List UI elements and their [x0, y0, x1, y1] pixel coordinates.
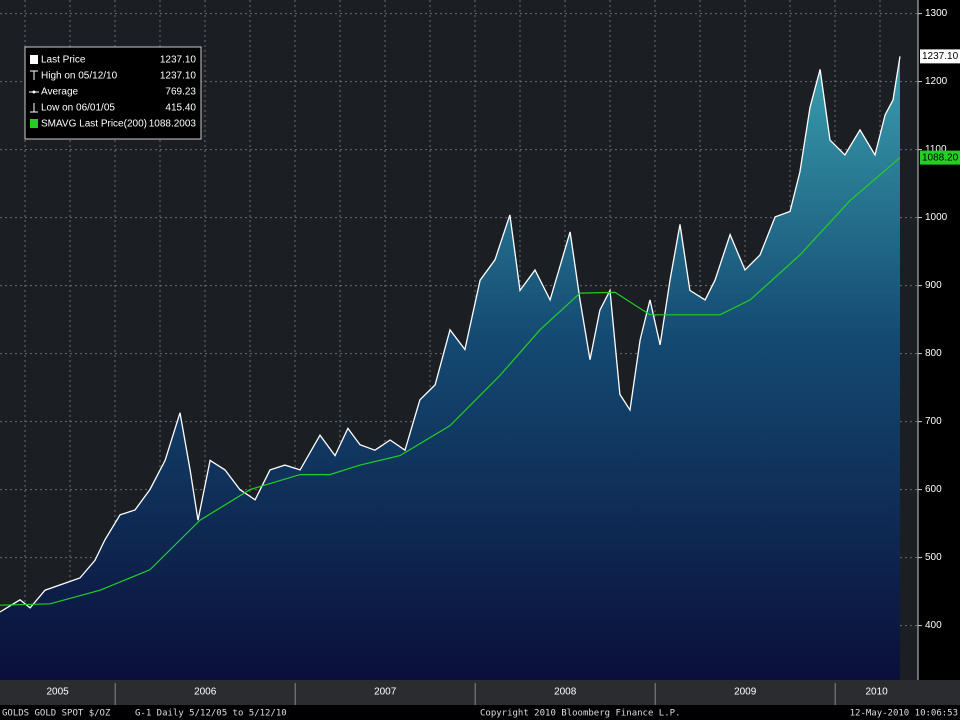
y-tick-label: 500: [925, 552, 942, 563]
legend-icon: [32, 90, 36, 94]
footer-range: G-1 Daily 5/12/05 to 5/12/10: [135, 709, 287, 719]
value-tag: 1237.10: [922, 51, 959, 62]
y-tick-label: 1300: [925, 8, 948, 19]
axis-background: [918, 0, 960, 680]
y-tick-label: 1000: [925, 212, 948, 223]
legend: Last Price 1237.10 High on 05/12/10 1237.10…: [24, 46, 202, 140]
value-tag-box: [920, 49, 960, 64]
y-tick-label: 600: [925, 484, 942, 495]
price-area: [0, 56, 900, 680]
legend-icon: [30, 119, 38, 128]
x-tick-label: 2005: [46, 687, 69, 698]
x-tick-label: 2010: [865, 687, 888, 698]
x-tick-label: 2007: [374, 687, 397, 698]
value-tag-box: [920, 150, 960, 165]
price-line: [0, 56, 901, 613]
legend-icon: [30, 70, 38, 80]
x-tick-label: 2008: [554, 687, 577, 698]
x-tick-label: 2009: [734, 687, 757, 698]
axes: 400 500 600 700 800 900 1000 1100 1200 1300 2005 20…: [46, 0, 960, 705]
footer-copyright: Copyright 2010 Bloomberg Finance L.P.: [480, 709, 680, 719]
sma-line: [0, 157, 901, 606]
x-tick-label: 2006: [194, 687, 217, 698]
legend-label: SMAVG Last Price(200): [41, 119, 147, 130]
y-tick-label: 400: [925, 620, 942, 631]
legend-icon: [30, 55, 38, 64]
legend-value: 1237.10: [160, 71, 197, 82]
legend-value: 1088.2003: [149, 119, 197, 130]
legend-value: 1237.10: [160, 55, 197, 66]
footer-ticker: GOLDS GOLD SPOT $/OZ: [2, 709, 111, 719]
y-tick-label: 1100: [925, 144, 947, 155]
legend-label: Last Price: [41, 55, 86, 66]
legend-label: High on 05/12/10: [41, 71, 118, 82]
legend-value: 415.40: [165, 103, 196, 114]
footer-timestamp: 12-May-2010 10:06:53: [850, 709, 958, 719]
value-tag: 1088.20: [922, 152, 959, 163]
y-tick-label: 900: [925, 280, 942, 291]
y-tick-label: 1200: [925, 76, 948, 87]
legend-icon: [30, 103, 38, 113]
legend-rows: Last Price 1237.10 High on 05/12/10 1237.10…: [41, 55, 196, 130]
legend-label: Low on 06/01/05: [41, 103, 115, 114]
y-tick-label: 800: [925, 348, 942, 359]
legend-box: [24, 46, 202, 140]
x-axis-band: [0, 680, 960, 705]
marks: [0, 56, 901, 680]
legend-value: 769.23: [165, 87, 196, 98]
legend-label: Average: [41, 87, 79, 98]
y-tick-label: 700: [925, 416, 942, 427]
